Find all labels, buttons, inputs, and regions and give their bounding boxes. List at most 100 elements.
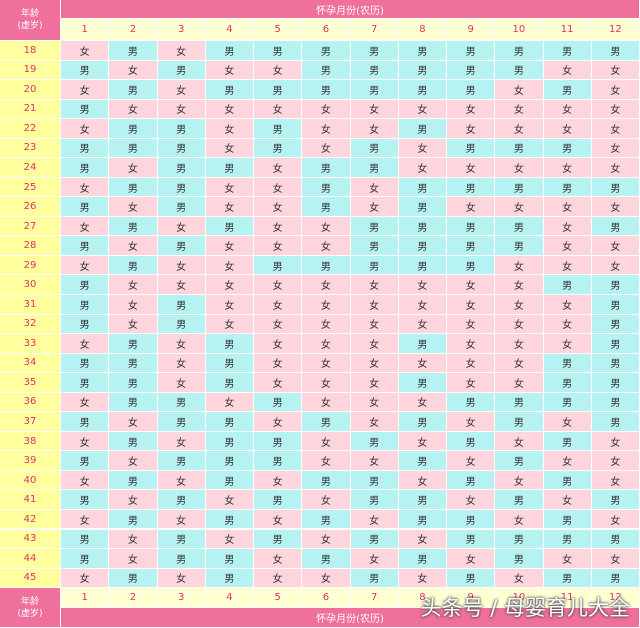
gender-cell: 男 [61,412,110,432]
gender-cell: 女 [350,314,399,335]
gender-cell: 女 [254,275,303,295]
gender-cell: 女 [302,392,351,413]
corner-line: 年龄 [20,596,39,607]
gender-cell: 男 [495,216,544,237]
gender-cell: 男 [495,412,544,432]
month-label: 10 [495,19,544,41]
gender-cell: 女 [543,60,592,81]
gender-cell: 女 [495,353,544,374]
gender-cell: 男 [447,41,496,61]
age-label: 21 [0,99,61,120]
gender-cell: 男 [157,412,206,432]
gender-cell: 女 [543,334,592,354]
month-label: 5 [254,588,303,609]
gender-cell: 男 [398,119,447,139]
gender-cell: 男 [543,392,592,413]
gender-cell: 女 [302,373,351,393]
gender-cell: 男 [61,490,110,510]
gender-cell: 女 [157,353,206,374]
gender-cell: 女 [398,158,447,178]
gender-cell: 男 [398,509,447,530]
gender-cell: 男 [61,138,110,159]
gender-cell: 女 [302,431,351,452]
gender-cell: 男 [254,451,303,471]
gender-cell: 女 [447,549,496,569]
gender-cell: 女 [591,138,640,159]
gender-cell: 女 [350,392,399,413]
gender-cell: 男 [61,529,110,550]
gender-cell: 男 [205,509,254,530]
gender-cell: 女 [205,392,254,413]
gender-cell: 男 [447,529,496,550]
gender-cell: 女 [447,99,496,120]
age-label: 29 [0,255,61,276]
gender-cell: 男 [591,392,640,413]
gender-cell: 男 [157,529,206,550]
month-label: 9 [447,588,496,609]
age-label: 45 [0,568,61,589]
age-label: 35 [0,373,61,393]
gender-cell: 男 [591,568,640,589]
gender-cell: 女 [205,99,254,120]
month-label: 1 [61,588,110,609]
gender-cell: 女 [109,451,158,471]
gender-cell: 女 [350,509,399,530]
gender-cell: 男 [254,392,303,413]
gender-cell: 女 [543,451,592,471]
gender-cell: 女 [495,314,544,335]
gender-cell: 男 [447,431,496,452]
gender-cell: 女 [109,529,158,550]
gender-cell: 女 [109,490,158,510]
month-label: 2 [109,19,158,41]
gender-cell: 男 [157,177,206,198]
gender-cell: 男 [109,177,158,198]
gender-cell: 女 [302,314,351,335]
gender-cell: 男 [495,451,544,471]
gender-cell: 男 [254,138,303,159]
gender-cell: 男 [205,353,254,374]
gender-cell: 男 [398,41,447,61]
month-label: 5 [254,19,303,41]
gender-cell: 男 [447,236,496,256]
age-label: 38 [0,431,61,452]
gender-cell: 男 [61,373,110,393]
gender-cell: 男 [447,138,496,159]
gender-cell: 男 [591,41,640,61]
gender-cell: 女 [398,99,447,120]
gender-cell: 女 [157,80,206,100]
gender-cell: 女 [350,549,399,569]
gender-cell: 女 [157,568,206,589]
gender-cell: 男 [254,255,303,276]
gender-cell: 女 [302,529,351,550]
gender-cell: 女 [398,431,447,452]
gender-cell: 男 [109,353,158,374]
gender-cell: 男 [543,41,592,61]
gender-cell: 男 [302,509,351,530]
gender-cell: 女 [350,177,399,198]
gender-cell: 男 [109,568,158,589]
age-label: 33 [0,334,61,354]
gender-cell: 女 [205,138,254,159]
gender-cell: 男 [495,41,544,61]
gender-cell: 女 [543,255,592,276]
gender-cell: 女 [543,119,592,139]
gender-cell: 女 [591,197,640,217]
age-label: 43 [0,529,61,550]
gender-cell: 男 [543,353,592,374]
gender-cell: 女 [350,373,399,393]
gender-cell: 男 [61,275,110,295]
gender-cell: 男 [109,509,158,530]
gender-cell: 女 [302,99,351,120]
gender-cell: 男 [447,509,496,530]
gender-cell: 女 [254,158,303,178]
gender-cell: 男 [61,197,110,217]
gender-cell: 男 [302,549,351,569]
gender-cell: 女 [157,470,206,491]
gender-cell: 男 [543,529,592,550]
gender-cell: 女 [61,216,110,237]
gender-cell: 女 [591,60,640,81]
gender-cell: 女 [350,412,399,432]
gender-cell: 女 [157,255,206,276]
gender-cell: 女 [254,549,303,569]
month-label: 6 [302,588,351,609]
